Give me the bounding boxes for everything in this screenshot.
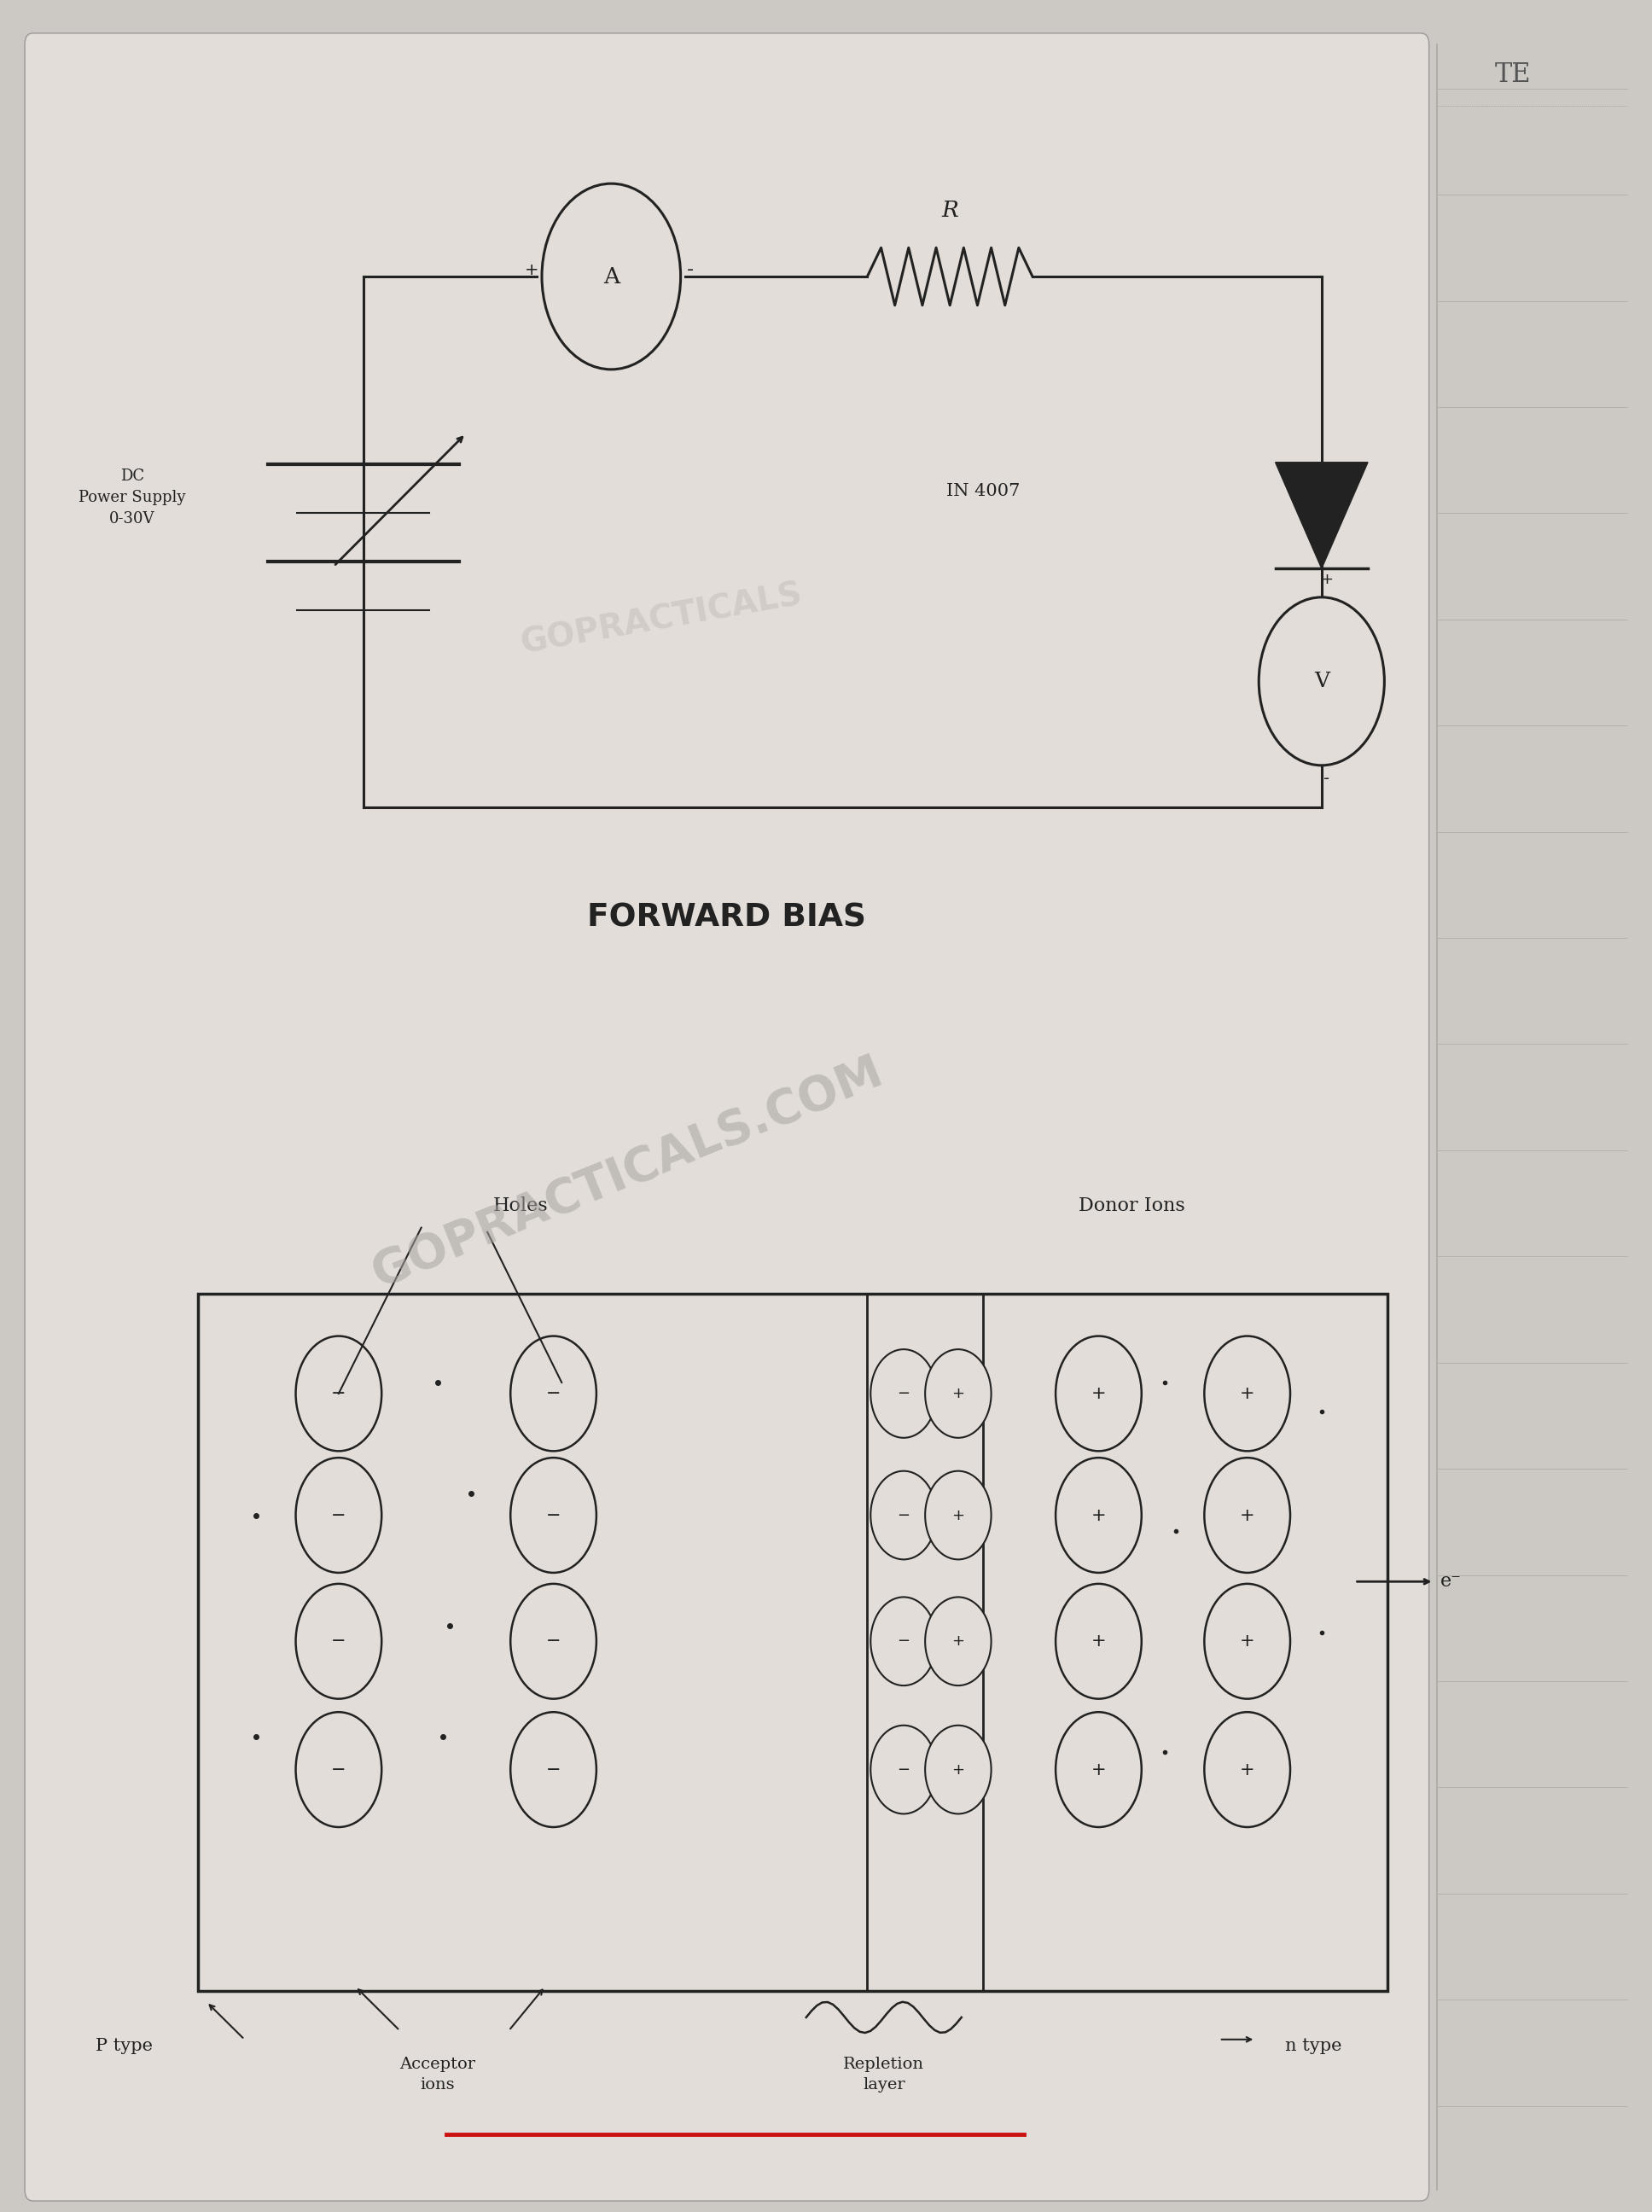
Circle shape bbox=[510, 1584, 596, 1699]
Circle shape bbox=[871, 1349, 937, 1438]
Text: −: − bbox=[545, 1385, 562, 1402]
Circle shape bbox=[871, 1725, 937, 1814]
Text: GOPRACTICALS.COM: GOPRACTICALS.COM bbox=[365, 1048, 890, 1296]
Circle shape bbox=[1056, 1584, 1142, 1699]
Text: +: + bbox=[952, 1635, 965, 1648]
Text: +: + bbox=[1090, 1385, 1107, 1402]
Text: +: + bbox=[952, 1509, 965, 1522]
Circle shape bbox=[1204, 1712, 1290, 1827]
Text: Donor Ions: Donor Ions bbox=[1079, 1197, 1184, 1214]
Text: V: V bbox=[1313, 672, 1330, 690]
Text: −: − bbox=[545, 1761, 562, 1778]
Circle shape bbox=[925, 1349, 991, 1438]
Text: +: + bbox=[952, 1387, 965, 1400]
FancyBboxPatch shape bbox=[25, 33, 1429, 2201]
Text: +: + bbox=[1239, 1506, 1256, 1524]
Circle shape bbox=[1259, 597, 1384, 765]
Text: −: − bbox=[330, 1385, 347, 1402]
Circle shape bbox=[296, 1336, 382, 1451]
Text: +: + bbox=[1090, 1632, 1107, 1650]
Text: −: − bbox=[545, 1632, 562, 1650]
Circle shape bbox=[925, 1725, 991, 1814]
Text: +: + bbox=[1239, 1761, 1256, 1778]
Text: DC
Power Supply
0-30V: DC Power Supply 0-30V bbox=[79, 469, 185, 526]
Text: −: − bbox=[330, 1506, 347, 1524]
Text: +: + bbox=[1239, 1385, 1256, 1402]
Text: +: + bbox=[952, 1763, 965, 1776]
Circle shape bbox=[542, 184, 681, 369]
Circle shape bbox=[296, 1712, 382, 1827]
Text: GOPRACTICALS: GOPRACTICALS bbox=[517, 580, 805, 659]
Text: TE: TE bbox=[1495, 62, 1531, 88]
Circle shape bbox=[296, 1584, 382, 1699]
Text: -: - bbox=[687, 261, 694, 279]
Text: −: − bbox=[545, 1506, 562, 1524]
Text: IN 4007: IN 4007 bbox=[947, 482, 1019, 500]
Text: −: − bbox=[897, 1387, 910, 1400]
Text: P type: P type bbox=[96, 2037, 152, 2055]
Bar bbox=[198, 1294, 1388, 1991]
Text: −: − bbox=[897, 1763, 910, 1776]
Text: FORWARD BIAS: FORWARD BIAS bbox=[588, 902, 866, 933]
Polygon shape bbox=[1275, 462, 1368, 568]
Text: -: - bbox=[1323, 770, 1330, 787]
Text: +: + bbox=[1239, 1632, 1256, 1650]
Text: Holes: Holes bbox=[492, 1197, 548, 1214]
Circle shape bbox=[1056, 1336, 1142, 1451]
Text: A: A bbox=[603, 265, 620, 288]
Circle shape bbox=[1204, 1336, 1290, 1451]
Circle shape bbox=[871, 1597, 937, 1686]
Text: +: + bbox=[1320, 573, 1333, 586]
Circle shape bbox=[510, 1336, 596, 1451]
Text: +: + bbox=[1090, 1761, 1107, 1778]
Circle shape bbox=[1056, 1458, 1142, 1573]
Text: R: R bbox=[942, 199, 958, 221]
Text: Acceptor
ions: Acceptor ions bbox=[400, 2057, 476, 2093]
Text: −: − bbox=[897, 1635, 910, 1648]
Circle shape bbox=[925, 1471, 991, 1559]
Text: −: − bbox=[330, 1761, 347, 1778]
Circle shape bbox=[510, 1458, 596, 1573]
Text: n type: n type bbox=[1285, 2037, 1341, 2055]
Text: −: − bbox=[330, 1632, 347, 1650]
Circle shape bbox=[1056, 1712, 1142, 1827]
Text: +: + bbox=[1090, 1506, 1107, 1524]
Text: +: + bbox=[525, 261, 539, 279]
Circle shape bbox=[871, 1471, 937, 1559]
Circle shape bbox=[925, 1597, 991, 1686]
Text: Repletion
layer: Repletion layer bbox=[843, 2057, 925, 2093]
Text: e⁻: e⁻ bbox=[1441, 1573, 1462, 1590]
Circle shape bbox=[1204, 1584, 1290, 1699]
Circle shape bbox=[296, 1458, 382, 1573]
Text: −: − bbox=[897, 1509, 910, 1522]
Circle shape bbox=[1204, 1458, 1290, 1573]
Circle shape bbox=[510, 1712, 596, 1827]
